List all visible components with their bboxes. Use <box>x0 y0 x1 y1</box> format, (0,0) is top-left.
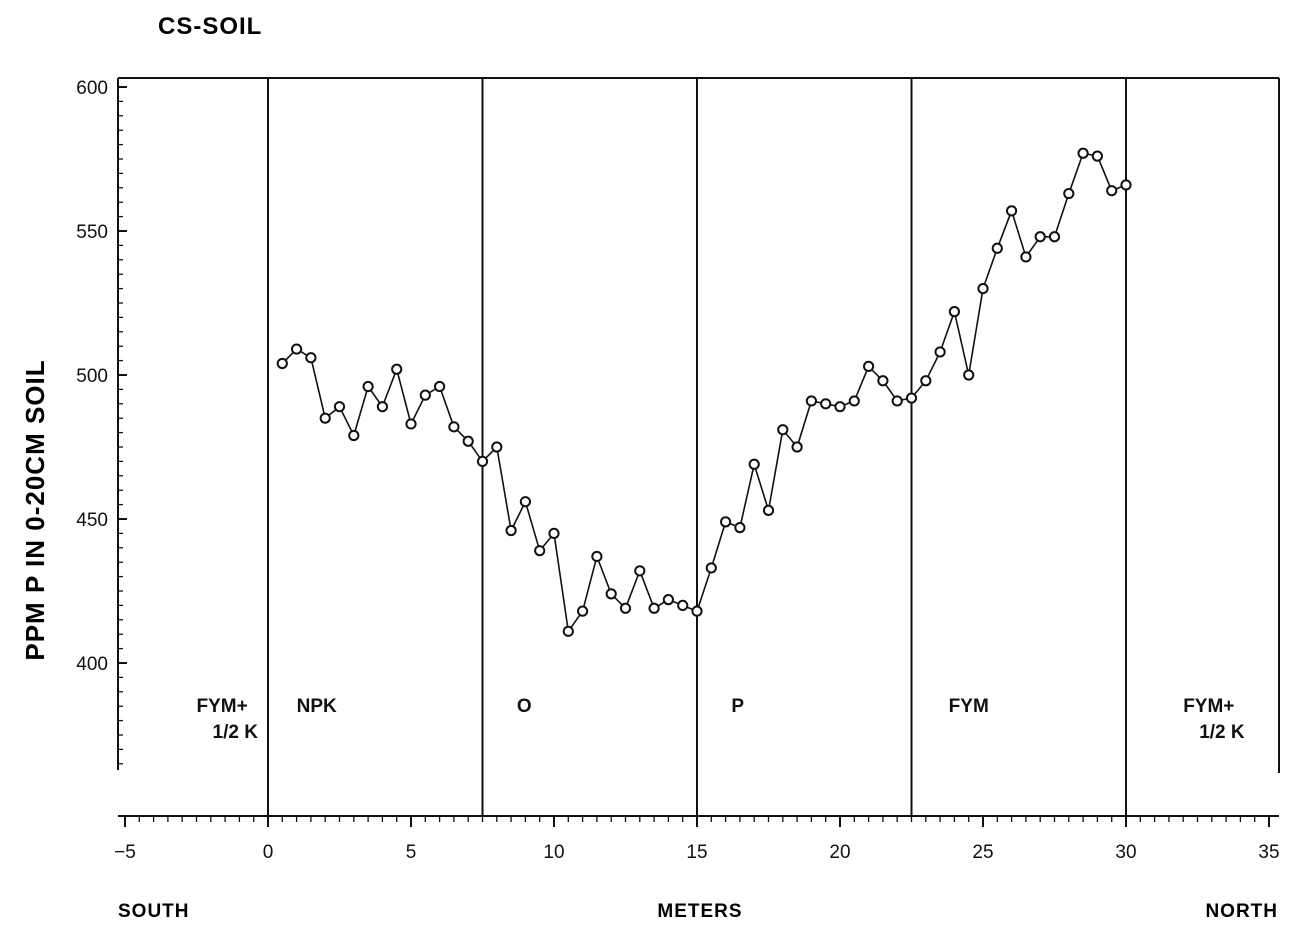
treatment-label: 1/2 K <box>213 722 259 743</box>
treatment-label: P <box>731 696 744 717</box>
plot-dividers <box>267 78 1127 816</box>
data-point <box>691 605 703 617</box>
data-point <box>348 429 360 442</box>
data-point <box>805 395 818 407</box>
series-line <box>276 147 1132 637</box>
y-tick-label: 600 <box>76 78 108 99</box>
data-point <box>777 424 789 436</box>
x-tick-label: 10 <box>543 842 564 863</box>
chart-title: CS-SOIL <box>158 13 262 40</box>
data-point <box>834 401 846 413</box>
data-point <box>705 562 717 574</box>
data-point <box>448 421 460 433</box>
data-point <box>577 605 589 617</box>
data-point <box>934 346 946 358</box>
data-point <box>405 418 417 430</box>
data-point <box>863 360 875 372</box>
data-point <box>276 357 288 370</box>
treatment-label: FYM+ <box>1183 696 1234 717</box>
data-point <box>291 343 303 355</box>
data-point <box>848 395 860 407</box>
data-point <box>519 496 532 508</box>
data-point <box>677 599 689 612</box>
y-tick-label: 400 <box>76 654 108 675</box>
data-point <box>963 369 975 381</box>
data-point <box>1120 179 1132 191</box>
data-point <box>419 389 431 401</box>
x-axis-label: METERS <box>657 901 742 922</box>
data-point <box>462 435 474 447</box>
data-point <box>434 380 446 393</box>
series-path <box>281 152 1127 633</box>
x-tick-label: 30 <box>1115 842 1136 863</box>
data-point <box>319 412 331 424</box>
data-point <box>1020 251 1032 263</box>
data-point <box>1006 205 1018 217</box>
y-tick-label: 450 <box>76 510 108 531</box>
x-axis: −5 0 5 10 15 20 25 30 35 <box>114 815 1280 863</box>
treatment-label: O <box>517 696 532 717</box>
data-point <box>891 395 903 407</box>
data-point <box>605 588 617 600</box>
data-point <box>1048 231 1061 243</box>
x-tick-label: 35 <box>1258 842 1279 863</box>
data-point <box>1063 187 1075 200</box>
data-point <box>376 401 388 413</box>
data-point <box>476 455 489 467</box>
data-point <box>720 516 732 528</box>
x-tick-label: 25 <box>972 842 993 863</box>
data-point <box>662 594 675 606</box>
data-point <box>591 550 603 563</box>
data-point <box>362 380 374 393</box>
data-point <box>1077 147 1089 159</box>
data-point <box>734 522 746 534</box>
x-tick-label: 5 <box>406 842 417 863</box>
treatment-label: NPK <box>297 696 337 717</box>
treatment-label: 1/2 K <box>1199 722 1245 743</box>
data-point <box>562 625 574 637</box>
data-point <box>634 565 646 577</box>
y-tick-label: 550 <box>76 222 108 243</box>
data-point <box>1034 231 1046 243</box>
data-point <box>948 306 961 318</box>
y-axis-label: PPM P IN 0-20CM SOIL <box>20 359 50 660</box>
data-point <box>820 398 832 410</box>
north-label: NORTH <box>1205 901 1278 922</box>
data-point <box>920 375 932 387</box>
data-point <box>391 363 403 375</box>
plot-frame <box>117 77 1280 773</box>
x-tick-label: −5 <box>114 842 136 863</box>
data-point <box>977 283 989 295</box>
data-point <box>877 375 889 387</box>
data-point <box>748 458 760 470</box>
data-point <box>548 527 560 540</box>
data-point <box>648 602 660 614</box>
x-tick-label: 20 <box>829 842 850 863</box>
data-point <box>505 524 517 537</box>
data-point <box>1106 185 1118 197</box>
data-point <box>1091 150 1104 162</box>
x-tick-label: 15 <box>686 842 707 863</box>
data-point <box>491 441 503 453</box>
treatment-label: FYM+ <box>197 696 248 717</box>
y-tick-label: 500 <box>76 366 108 387</box>
data-point <box>905 392 918 404</box>
data-point <box>991 242 1003 254</box>
south-label: SOUTH <box>118 901 190 922</box>
data-point <box>534 545 546 557</box>
y-axis: 400 450 500 550 600 <box>76 78 127 765</box>
x-tick-label: 0 <box>263 842 274 863</box>
data-point <box>619 602 632 614</box>
data-point <box>762 504 775 516</box>
data-point <box>333 401 346 413</box>
data-point <box>791 441 803 453</box>
treatment-label: FYM <box>949 696 989 717</box>
treatment-labels: FYM+ 1/2 K NPK O P FYM FYM+ 1/2 K <box>197 696 1245 743</box>
data-point <box>305 352 317 364</box>
